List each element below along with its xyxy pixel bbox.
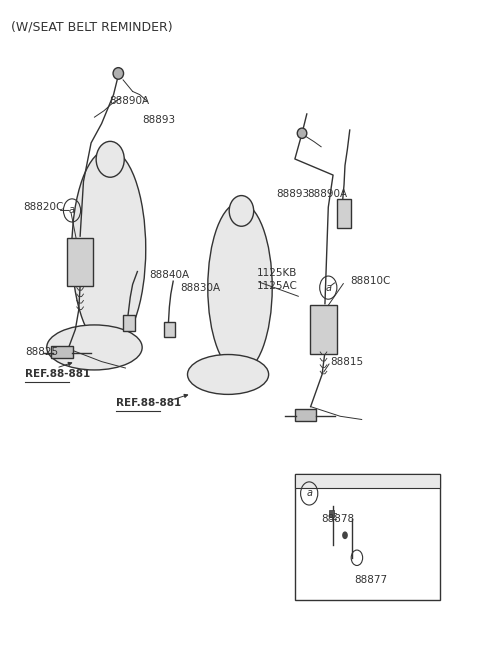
FancyBboxPatch shape: [51, 346, 73, 359]
Text: 1125KB: 1125KB: [257, 268, 297, 278]
Ellipse shape: [188, 355, 269, 395]
Text: a: a: [69, 205, 75, 215]
Ellipse shape: [208, 202, 272, 373]
Text: 88810C: 88810C: [350, 276, 390, 286]
Text: 88830A: 88830A: [180, 282, 220, 293]
Text: (W/SEAT BELT REMINDER): (W/SEAT BELT REMINDER): [11, 21, 172, 34]
FancyBboxPatch shape: [295, 474, 441, 599]
FancyBboxPatch shape: [164, 322, 175, 337]
Text: 88840A: 88840A: [149, 270, 190, 280]
Text: a: a: [306, 488, 312, 499]
Text: REF.88-881: REF.88-881: [116, 399, 181, 408]
FancyBboxPatch shape: [295, 409, 316, 421]
Text: 88815: 88815: [331, 357, 364, 366]
Text: 88890A: 88890A: [307, 189, 347, 200]
Ellipse shape: [113, 68, 123, 79]
Ellipse shape: [96, 141, 124, 177]
Text: 88825: 88825: [25, 347, 59, 357]
Ellipse shape: [229, 196, 253, 226]
Text: 1125AC: 1125AC: [257, 281, 298, 291]
Text: a: a: [325, 282, 331, 293]
FancyBboxPatch shape: [295, 474, 441, 488]
Bar: [329, 510, 335, 517]
Ellipse shape: [47, 325, 142, 370]
FancyBboxPatch shape: [337, 199, 351, 228]
FancyBboxPatch shape: [123, 315, 135, 331]
Text: REF.88-881: REF.88-881: [25, 370, 91, 379]
Text: 88893: 88893: [276, 189, 309, 200]
Circle shape: [342, 532, 348, 539]
Text: 88877: 88877: [355, 576, 388, 585]
Ellipse shape: [297, 128, 307, 138]
Ellipse shape: [72, 149, 146, 349]
Text: 88878: 88878: [321, 514, 354, 524]
FancyBboxPatch shape: [67, 238, 93, 286]
Text: 88890A: 88890A: [109, 96, 149, 106]
FancyBboxPatch shape: [311, 306, 336, 353]
Text: 88820C: 88820C: [23, 202, 63, 213]
Text: 88893: 88893: [142, 116, 175, 125]
